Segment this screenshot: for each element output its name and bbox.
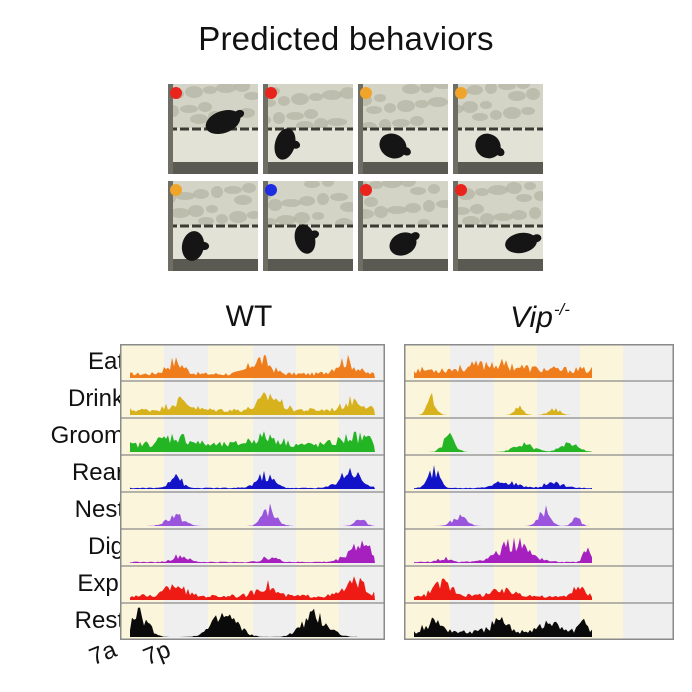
trace-rear bbox=[414, 465, 592, 489]
video-frame bbox=[263, 181, 353, 271]
behavior-color-dot bbox=[170, 87, 182, 99]
video-frame bbox=[358, 181, 448, 271]
trace-nest bbox=[130, 503, 375, 526]
behavior-color-dot bbox=[170, 184, 182, 196]
vip-ethogram-panel bbox=[404, 344, 674, 640]
video-frame bbox=[358, 84, 448, 174]
panel-title-vip-text: Vip bbox=[510, 301, 553, 334]
trace-drink bbox=[130, 392, 375, 415]
behavior-color-dot bbox=[360, 87, 372, 99]
trace-dig bbox=[414, 537, 592, 563]
behavior-color-dot bbox=[265, 184, 277, 196]
behavior-label-nest: Nest bbox=[74, 496, 124, 523]
video-frame bbox=[168, 84, 258, 174]
trace-drink bbox=[414, 392, 592, 415]
video-frame-grid bbox=[168, 84, 544, 276]
video-frame bbox=[453, 181, 543, 271]
tick-label-7a: 7a bbox=[85, 636, 121, 672]
panel-frame bbox=[404, 344, 674, 640]
behavior-label-expl: Expl bbox=[77, 570, 124, 597]
trace-eat bbox=[130, 354, 375, 378]
trace-rest bbox=[130, 607, 375, 637]
wt-ethogram-panel bbox=[120, 344, 385, 640]
video-frame bbox=[168, 181, 258, 271]
panel-frame bbox=[120, 344, 385, 640]
trace-dig bbox=[130, 540, 375, 563]
behavior-label-rear: Rear bbox=[71, 459, 124, 486]
behavior-color-dot bbox=[455, 184, 467, 196]
behavior-label-groom: Groom bbox=[50, 422, 124, 449]
figure-title: Predicted behaviors bbox=[198, 20, 494, 57]
video-frame bbox=[453, 84, 543, 174]
behavior-label-drink: Drink bbox=[67, 385, 124, 412]
behavior-color-dot bbox=[360, 184, 372, 196]
trace-expl bbox=[130, 576, 375, 600]
behavior-label-dig: Dig bbox=[87, 533, 124, 560]
behavior-label-rest: Rest bbox=[74, 607, 124, 634]
panel-title-vip-superscript: -/- bbox=[553, 300, 570, 319]
behavior-label-eat: Eat bbox=[87, 348, 124, 375]
tick-label-7p: 7p bbox=[139, 636, 175, 672]
trace-rest bbox=[414, 616, 592, 637]
trace-groom bbox=[130, 431, 375, 452]
behavior-color-dot bbox=[455, 87, 467, 99]
trace-nest bbox=[414, 505, 592, 526]
panel-title-vip: Vip-/- bbox=[455, 300, 625, 335]
behavior-color-dot bbox=[265, 87, 277, 99]
panel-title-wt: WT bbox=[164, 300, 334, 334]
trace-groom bbox=[414, 432, 592, 452]
trace-expl bbox=[414, 578, 592, 600]
panel-title-wt-text: WT bbox=[225, 300, 273, 333]
trace-rear bbox=[130, 467, 375, 489]
trace-eat bbox=[414, 358, 592, 378]
video-frame bbox=[263, 84, 353, 174]
